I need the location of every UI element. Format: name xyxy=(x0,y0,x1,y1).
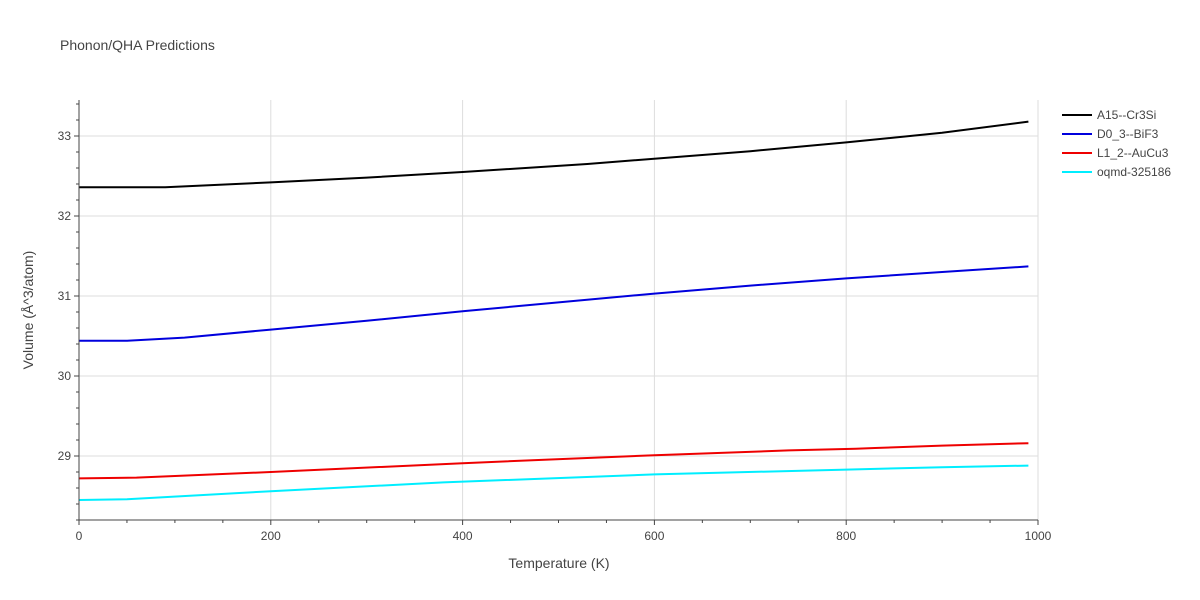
legend-item-oqmd-325186[interactable]: oqmd-325186 xyxy=(1062,165,1171,179)
legend-label: A15--Cr3Si xyxy=(1097,108,1156,122)
y-tick-label: 30 xyxy=(58,369,72,383)
x-tick-label: 600 xyxy=(644,529,664,543)
legend-item-l1-2-aucu3[interactable]: L1_2--AuCu3 xyxy=(1062,146,1169,160)
y-axis-title: Volume (Å^3/atom) xyxy=(20,251,36,370)
series-line-d0-3-bif3 xyxy=(79,265,1029,342)
x-tick-label: 200 xyxy=(261,529,281,543)
y-tick-label: 33 xyxy=(58,129,72,143)
x-tick-label: 0 xyxy=(76,529,83,543)
x-tick-label: 400 xyxy=(453,529,473,543)
y-tick-label: 32 xyxy=(58,209,72,223)
x-tick-label: 1000 xyxy=(1025,529,1052,543)
gridlines xyxy=(79,100,1039,520)
legend-label: L1_2--AuCu3 xyxy=(1097,146,1169,160)
series-line-l1-2-aucu3 xyxy=(78,442,1029,480)
legend-label: oqmd-325186 xyxy=(1097,165,1171,179)
legend-label: D0_3--BiF3 xyxy=(1097,127,1159,141)
axes: 0 200 400 600 800 1000 29 30 31 32 33 xyxy=(58,100,1052,543)
series-line-oqmd-325186 xyxy=(78,464,1029,501)
x-axis-title: Temperature (K) xyxy=(508,555,609,571)
legend[interactable]: A15--Cr3Si D0_3--BiF3 L1_2--AuCu3 oqmd-3251… xyxy=(1062,108,1171,179)
legend-item-a15-cr3si[interactable]: A15--Cr3Si xyxy=(1062,108,1156,122)
y-tick-label: 29 xyxy=(58,449,72,463)
x-tick-label: 800 xyxy=(836,529,856,543)
y-tick-label: 31 xyxy=(58,289,72,303)
legend-item-d0-3-bif3[interactable]: D0_3--BiF3 xyxy=(1062,127,1159,141)
plot-area xyxy=(78,120,1029,501)
series-line-a15-cr3si xyxy=(79,120,1029,189)
chart-title: Phonon/QHA Predictions xyxy=(60,37,215,53)
